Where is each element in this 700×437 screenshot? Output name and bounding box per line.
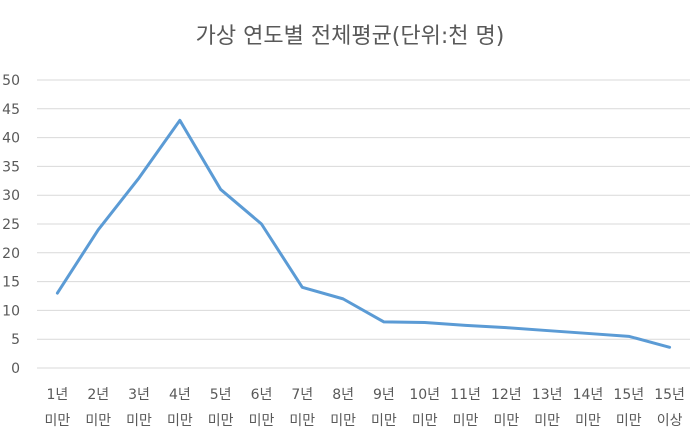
y-tick-label: 20 — [2, 246, 20, 262]
x-tick-label: 9년 미만 — [371, 387, 397, 429]
x-tick-label: 14년 미만 — [573, 387, 604, 429]
x-tick-label: 13년 미만 — [532, 387, 563, 429]
series-line-0 — [55, 118, 672, 349]
chart-title: 가상 연도별 전체평균(단위:천 명) — [196, 24, 505, 49]
y-tick-label: 50 — [2, 73, 20, 89]
series-layer — [55, 118, 672, 349]
y-tick-label: 35 — [2, 159, 20, 175]
x-axis-ticks: 1년 미만 2년 미만 3년 미만 4년 미만 5년 미만 6년 미만 7년 미만 8년 미만 9년 미만 10년 미… — [45, 387, 685, 429]
x-tick-label: 4년 미만 — [167, 387, 193, 429]
y-tick-label: 25 — [2, 217, 20, 233]
y-tick-label: 30 — [2, 188, 20, 204]
gridlines — [37, 79, 690, 369]
x-tick-label: 3년 미만 — [126, 387, 152, 429]
y-tick-label: 0 — [11, 361, 20, 377]
x-tick-label: 8년 미만 — [330, 387, 356, 429]
x-tick-label: 1년 미만 — [45, 387, 71, 429]
y-axis-ticks: 0 5 10 15 20 25 30 35 40 45 50 — [2, 73, 20, 377]
x-tick-label: 6년 미만 — [249, 387, 275, 429]
y-tick-label: 10 — [2, 303, 20, 319]
y-tick-label: 5 — [11, 332, 20, 348]
x-tick-label: 10년 미만 — [409, 387, 440, 429]
x-tick-label: 15년 미만 — [613, 387, 644, 429]
x-tick-label: 7년 미만 — [289, 387, 315, 429]
x-tick-label: 2년 미만 — [85, 387, 111, 429]
y-tick-label: 45 — [2, 102, 20, 118]
y-tick-label: 40 — [2, 131, 20, 147]
x-tick-label: 12년 미만 — [491, 387, 522, 429]
x-tick-label: 5년 미만 — [208, 387, 234, 429]
x-tick-label: 15년 이상 — [654, 387, 685, 429]
y-tick-label: 15 — [2, 275, 20, 291]
x-tick-label: 11년 미만 — [450, 387, 481, 429]
